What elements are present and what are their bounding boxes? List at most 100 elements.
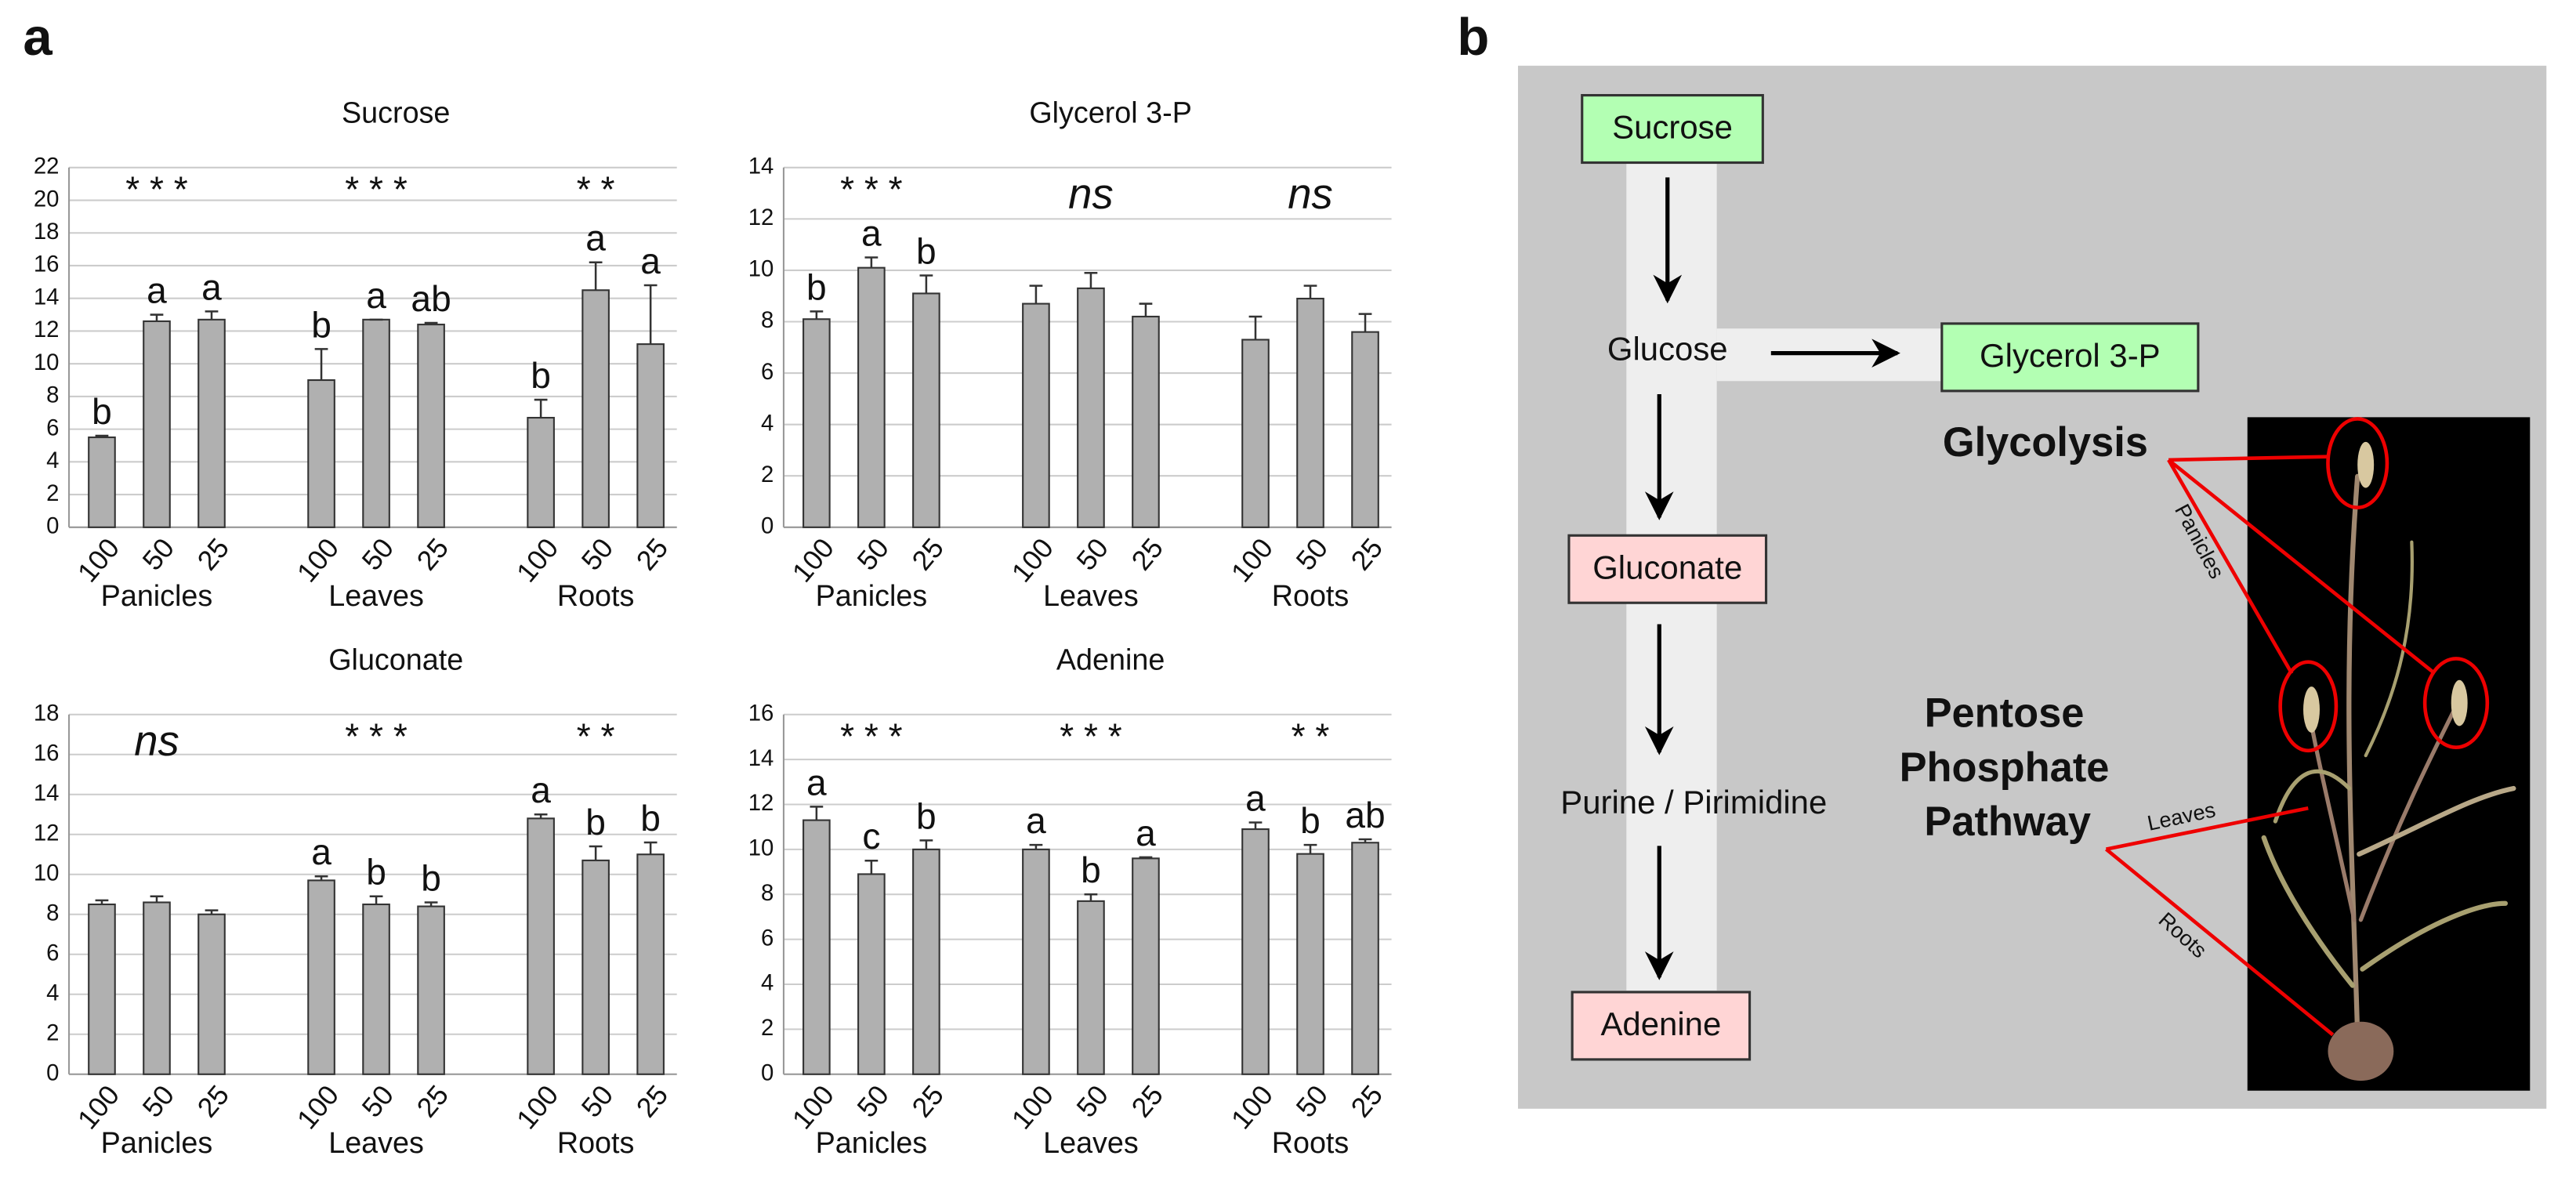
y-tick-label: 14 — [748, 745, 774, 771]
y-tick-label: 0 — [761, 513, 774, 539]
error-bar — [1084, 271, 1098, 288]
error-bar — [1084, 893, 1098, 901]
error-bar — [424, 321, 438, 325]
node-box — [1940, 322, 2200, 393]
error-bar — [1248, 821, 1263, 830]
error-bar — [314, 348, 328, 381]
y-tick-label: 4 — [46, 980, 59, 1006]
bar — [1022, 302, 1050, 528]
error-bar — [589, 845, 603, 860]
significance-letter: ab — [411, 278, 451, 319]
x-tick-label: 50 — [356, 532, 400, 576]
bar — [417, 905, 445, 1075]
bar — [636, 343, 665, 528]
x-tick-label: 50 — [1290, 532, 1334, 576]
y-tick-label: 8 — [46, 900, 59, 926]
x-tick-label: 50 — [1071, 1079, 1114, 1123]
error-bar — [534, 398, 548, 418]
bar — [1022, 848, 1050, 1075]
y-tick-label: 12 — [34, 317, 60, 342]
error-bar — [810, 806, 824, 821]
y-tick-label: 4 — [761, 970, 774, 996]
chart-title: Gluconate — [328, 643, 463, 676]
y-tick-label: 8 — [46, 382, 59, 408]
bar — [912, 848, 940, 1075]
error-bar — [95, 899, 109, 905]
panel-label: a — [23, 8, 53, 67]
bar — [527, 416, 555, 528]
y-tick-label: 0 — [46, 1060, 59, 1086]
significance-letter: b — [366, 852, 386, 893]
significance-letter: a — [861, 212, 882, 253]
bar — [803, 819, 831, 1075]
significance-letter: c — [862, 816, 880, 857]
significance-letter: a — [531, 770, 551, 810]
x-tick-label: 50 — [851, 532, 895, 576]
bar — [1351, 331, 1379, 528]
error-bar — [1248, 315, 1263, 340]
error-bar — [864, 859, 879, 875]
y-tick-label: 6 — [46, 415, 59, 440]
y-tick-label: 0 — [761, 1060, 774, 1086]
pathway-label: Pentose — [1925, 691, 2085, 737]
error-bar — [1303, 843, 1317, 854]
group-label: Panicles — [101, 1126, 213, 1159]
bar — [803, 318, 831, 528]
bar — [197, 913, 226, 1075]
significance-letter: b — [531, 355, 551, 396]
error-bar — [369, 895, 383, 905]
y-tick-label: 12 — [748, 790, 774, 816]
node-label: Glucose — [1607, 331, 1728, 368]
bar — [1077, 900, 1105, 1075]
significance-letter: b — [916, 230, 937, 271]
y-tick-label: 20 — [34, 186, 60, 212]
error-bar — [205, 909, 219, 915]
bar — [143, 320, 171, 528]
group-label: Leaves — [328, 1126, 424, 1159]
error-bar — [1303, 284, 1317, 299]
significance-letter: b — [1300, 800, 1321, 841]
y-tick-label: 10 — [34, 860, 60, 886]
error-bar — [1358, 313, 1372, 332]
y-tick-label: 18 — [34, 219, 60, 245]
error-bar — [534, 813, 548, 819]
x-tick-label: 50 — [575, 532, 619, 576]
x-tick-label: 25 — [1125, 1079, 1169, 1123]
group-label: Leaves — [1043, 1126, 1139, 1159]
bar — [362, 903, 390, 1075]
significance-mark: * * * — [840, 715, 903, 756]
x-tick-label: 25 — [1125, 532, 1169, 576]
significance-letter: a — [806, 762, 827, 802]
significance-letter: a — [147, 270, 167, 311]
error-bar — [95, 434, 109, 438]
error-bar — [1358, 838, 1372, 843]
error-bar — [864, 256, 879, 268]
x-tick-label: 25 — [1345, 532, 1389, 576]
x-tick-label: 50 — [575, 1079, 619, 1123]
significance-mark: * * — [577, 168, 615, 209]
panel-label: b — [1457, 8, 1489, 67]
node-label: Gluconate — [1592, 549, 1742, 585]
bar — [1296, 853, 1324, 1075]
charts: Sucrose0246810121416182022b100a50a25b100… — [34, 96, 1392, 1159]
bar — [1241, 339, 1270, 528]
significance-letter: b — [916, 795, 937, 836]
y-tick-label: 16 — [34, 740, 60, 766]
group-label: Panicles — [101, 579, 213, 612]
bar — [143, 901, 171, 1075]
node-label: Glycerol 3-P — [1980, 337, 2161, 374]
y-tick-label: 12 — [34, 821, 60, 846]
significance-letter: b — [1081, 850, 1101, 890]
group-label: Roots — [1272, 1126, 1350, 1159]
pathway-label: Phosphate — [1900, 745, 2110, 791]
chart-title: Adenine — [1056, 643, 1165, 676]
significance-letter: a — [311, 831, 332, 872]
y-tick-label: 2 — [761, 462, 774, 487]
significance-letter: a — [201, 266, 222, 307]
node-label: Adenine — [1600, 1005, 1721, 1042]
x-tick-label: 25 — [906, 532, 950, 576]
significance-mark: * * * — [345, 168, 408, 209]
group-label: Panicles — [816, 579, 928, 612]
y-tick-label: 6 — [46, 940, 59, 966]
significance-letter: a — [640, 241, 661, 281]
